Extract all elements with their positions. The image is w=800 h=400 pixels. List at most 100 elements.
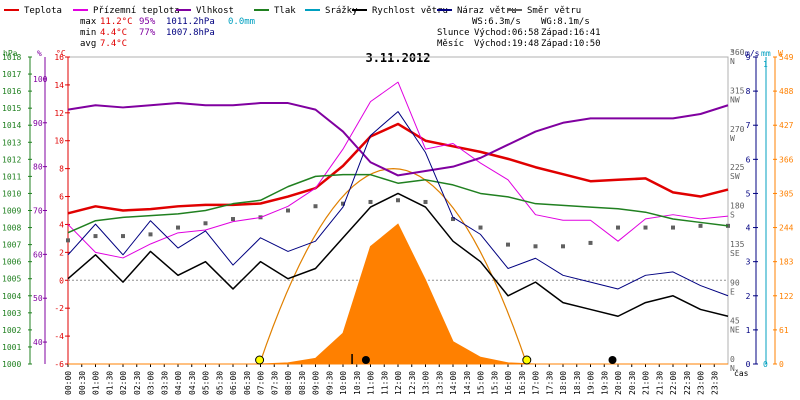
wind-tick-label: 8 [746,87,751,96]
series-line [67,102,729,177]
time-tick-label: 06:30 [243,371,252,395]
time-tick-label: 13:00 [422,371,431,395]
direction-compass-label: SW [730,172,740,181]
temperature-tick-label: -4 [54,332,64,341]
pressure-tick-label: 1017 [2,70,21,79]
time-tick-label: 07:30 [270,371,279,395]
series-line [67,192,729,317]
legend-label: Srážky [325,6,358,16]
solar-radiation-area [68,223,728,365]
wind-tick-label: 6 [746,155,751,164]
wind-axis-title: m/s [745,49,760,58]
wind-direction-point [451,217,455,222]
time-tick-label: 21:30 [655,371,664,395]
rain-tick-label: 0 [763,360,768,369]
time-tick-label: 18:30 [573,371,582,395]
stats-panel: max 11.2°C 95% 1011.2hPa 0.0mm min 4.4°C 77% 100… [80,17,255,49]
wind-tick-label: 5 [746,189,751,198]
time-tick-label: 11:30 [380,371,389,395]
humidity-tick-label: 70 [33,207,43,216]
moon-rise: Východ:19:48 [474,39,539,49]
moon-label: Měsíc [437,39,464,49]
wind-direction-point [698,223,703,228]
time-tick-label: 12:00 [394,371,403,395]
wind-direction-point [313,204,318,209]
time-tick-label: 17:00 [532,371,541,395]
time-tick-label: 14:30 [463,371,472,395]
wind-gust-info: WG:8.1m/s [541,17,590,27]
wind-direction-point [478,225,483,230]
plot-area [66,81,730,365]
stat-label: avg [80,39,96,49]
wind-direction-point [341,201,345,206]
wind-tick-label: 7 [746,121,751,130]
wind-direction-point [66,238,70,243]
sun-rise: Východ:06:58 [474,28,539,38]
direction-tick-label: 315 [730,86,745,95]
time-tick-label: 05:30 [215,371,224,395]
direction-tick-label: 135 [730,240,745,249]
wind-direction-point [148,232,153,237]
time-tick-label: 19:30 [600,371,609,395]
time-tick-label: 21:00 [642,371,651,395]
humidity-tick-label: 50 [33,294,43,303]
time-tick-label: 10:30 [353,371,362,395]
wind-tick-label: 1 [746,326,751,335]
wind-direction-point [396,198,400,203]
wind-direction-point [616,225,620,230]
direction-compass-label: S [730,211,735,220]
temperature-tick-label: 6 [59,193,64,202]
legend-label: Rychlost větru [372,6,448,16]
wind-direction-point [671,225,675,230]
pressure-tick-label: 1018 [2,53,21,62]
wind-direction-point [176,225,180,230]
wind-tick-label: 3 [746,258,751,267]
legend-label: Tlak [274,6,296,16]
time-tick-label: 15:00 [477,371,486,395]
humidity-axis-title: % [37,49,42,58]
rain-axis-title: mm [761,49,771,58]
wind-direction-point [423,199,428,204]
pressure-tick-label: 1015 [2,104,21,113]
time-tick-label: 08:00 [284,371,293,395]
moonset-marker [361,356,370,364]
pressure-tick-label: 1000 [2,360,21,369]
sun-label: Slunce [437,28,470,38]
pressure-tick-label: 1011 [2,172,21,181]
time-tick-label: 04:30 [188,371,197,395]
direction-compass-label: N [730,57,735,66]
time-tick-label: 02:30 [133,371,142,395]
wind-direction-point [506,242,510,247]
temperature-tick-label: -2 [54,304,64,313]
direction-tick-label: 270 [730,125,745,134]
solar-tick-label: 61 [779,326,789,335]
time-tick-label: 23:30 [710,371,719,395]
pressure-tick-label: 1009 [2,207,21,216]
solar-tick-label: 244 [779,224,794,233]
solar-tick-label: 305 [779,189,794,198]
direction-axis-title: ° [730,49,735,58]
time-tick-label: 08:30 [298,371,307,395]
astro-info-panel: WS:6.3m/s WG:8.1m/s Slunce Východ:06:58 Zápa… [437,17,601,49]
time-tick-label: 13:30 [435,371,444,395]
pressure-tick-label: 1003 [2,309,21,318]
time-tick-label: 11:00 [367,371,376,395]
solar-axis-title: W [778,49,783,58]
pressure-tick-label: 1006 [2,258,21,267]
moon-set: Západ:10:50 [541,39,601,49]
time-tick-label: 18:00 [559,371,568,395]
pressure-tick-label: 1001 [2,343,21,352]
axes: hPa1000100110021003100410051006100710081… [2,48,794,395]
time-tick-label: 00:00 [64,371,73,395]
wind-tick-label: 2 [746,292,751,301]
time-tick-label: 22:00 [669,371,678,395]
time-tick-label: 01:00 [92,371,101,395]
chart-title: 3.11.2012 [365,51,430,65]
humidity-tick-label: 90 [33,119,43,128]
stat-temp: 11.2°C [100,17,133,27]
temperature-tick-label: 8 [59,165,64,174]
time-tick-label: 23:00 [697,371,706,395]
pressure-tick-label: 1016 [2,87,21,96]
pressure-tick-label: 1005 [2,275,21,284]
